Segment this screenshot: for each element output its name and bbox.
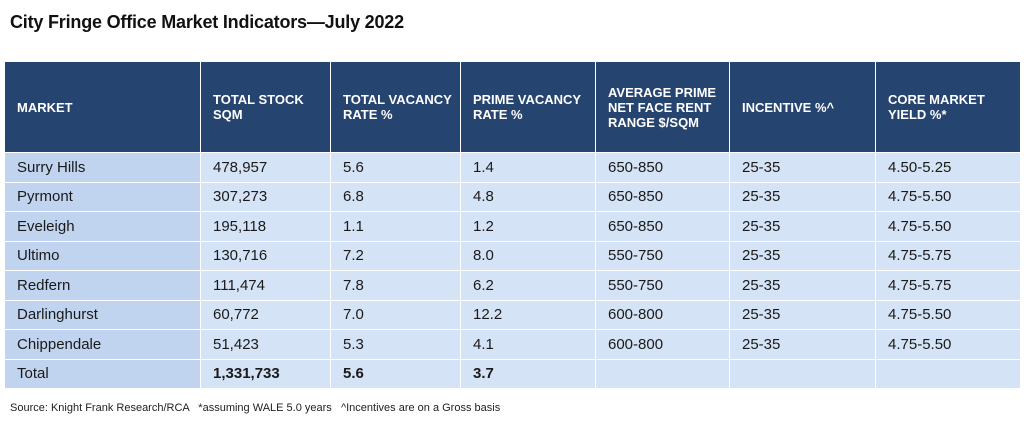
incentive-cell: 25-35 — [729, 240, 876, 271]
total-stock-cell: 307,273 — [200, 181, 331, 212]
market-cell: Surry Hills — [4, 152, 201, 183]
table-row: Surry Hills 478,957 5.6 1.4 650-850 25-3… — [4, 152, 1021, 183]
core-yield-cell: 4.75-5.50 — [875, 181, 1021, 212]
header-total-vacancy: TOTAL VACANCY RATE % — [330, 61, 461, 153]
total-stock-cell: 130,716 — [200, 240, 331, 271]
market-cell: Redfern — [4, 270, 201, 301]
prime-vacancy-cell: 8.0 — [460, 240, 596, 271]
face-rent-cell: 650-850 — [595, 181, 730, 212]
face-rent-cell: 650-850 — [595, 211, 730, 242]
header-market: MARKET — [4, 61, 201, 153]
market-cell: Ultimo — [4, 240, 201, 271]
prime-vacancy-cell: 12.2 — [460, 299, 596, 330]
total-row: Total 1,331,733 5.6 3.7 — [4, 358, 1021, 389]
table-row: Ultimo 130,716 7.2 8.0 550-750 25-35 4.7… — [4, 240, 1021, 271]
prime-vacancy-cell: 4.8 — [460, 181, 596, 212]
prime-vacancy-cell: 1.4 — [460, 152, 596, 183]
face-rent-cell — [595, 358, 730, 389]
table-row: Eveleigh 195,118 1.1 1.2 650-850 25-35 4… — [4, 211, 1021, 242]
face-rent-cell: 550-750 — [595, 240, 730, 271]
market-cell: Eveleigh — [4, 211, 201, 242]
page-title: City Fringe Office Market Indicators—Jul… — [10, 12, 404, 32]
header-core-yield: CORE MARKET YIELD %* — [875, 61, 1021, 153]
core-yield-cell: 4.75-5.75 — [875, 270, 1021, 301]
prime-vacancy-cell: 6.2 — [460, 270, 596, 301]
incentive-cell: 25-35 — [729, 299, 876, 330]
total-stock-cell: 111,474 — [200, 270, 331, 301]
total-vacancy-cell: 1.1 — [330, 211, 461, 242]
incentive-cell: 25-35 — [729, 211, 876, 242]
total-vacancy-cell: 5.6 — [330, 358, 461, 389]
face-rent-cell: 650-850 — [595, 152, 730, 183]
face-rent-cell: 600-800 — [595, 299, 730, 330]
incentive-cell: 25-35 — [729, 181, 876, 212]
incentive-cell — [729, 358, 876, 389]
total-stock-cell: 60,772 — [200, 299, 331, 330]
market-cell: Chippendale — [4, 329, 201, 360]
total-vacancy-cell: 5.6 — [330, 152, 461, 183]
total-stock-cell: 1,331,733 — [200, 358, 331, 389]
prime-vacancy-cell: 3.7 — [460, 358, 596, 389]
total-vacancy-cell: 6.8 — [330, 181, 461, 212]
header-prime-vacancy: PRIME VACANCY RATE % — [460, 61, 596, 153]
face-rent-cell: 550-750 — [595, 270, 730, 301]
header-row: MARKET TOTAL STOCK SQM TOTAL VACANCY RAT… — [4, 61, 1021, 153]
total-vacancy-cell: 7.8 — [330, 270, 461, 301]
core-yield-cell: 4.75-5.50 — [875, 299, 1021, 330]
incentive-cell: 25-35 — [729, 329, 876, 360]
prime-vacancy-cell: 1.2 — [460, 211, 596, 242]
total-stock-cell: 195,118 — [200, 211, 331, 242]
total-vacancy-cell: 7.0 — [330, 299, 461, 330]
core-yield-cell: 4.75-5.75 — [875, 240, 1021, 271]
table-row: Pyrmont 307,273 6.8 4.8 650-850 25-35 4.… — [4, 181, 1021, 212]
core-yield-cell: 4.75-5.50 — [875, 211, 1021, 242]
prime-vacancy-cell: 4.1 — [460, 329, 596, 360]
total-stock-cell: 51,423 — [200, 329, 331, 360]
total-vacancy-cell: 5.3 — [330, 329, 461, 360]
source-footnote: Source: Knight Frank Research/RCA *assum… — [10, 402, 501, 414]
core-yield-cell — [875, 358, 1021, 389]
header-face-rent: AVERAGE PRIME NET FACE RENT RANGE $/SQM — [595, 61, 730, 153]
table-row: Redfern 111,474 7.8 6.2 550-750 25-35 4.… — [4, 270, 1021, 301]
header-total-stock: TOTAL STOCK SQM — [200, 61, 331, 153]
market-cell: Pyrmont — [4, 181, 201, 212]
total-vacancy-cell: 7.2 — [330, 240, 461, 271]
header-incentive: INCENTIVE %^ — [729, 61, 876, 153]
table-row: Darlinghurst 60,772 7.0 12.2 600-800 25-… — [4, 299, 1021, 330]
total-stock-cell: 478,957 — [200, 152, 331, 183]
core-yield-cell: 4.50-5.25 — [875, 152, 1021, 183]
core-yield-cell: 4.75-5.50 — [875, 329, 1021, 360]
incentive-cell: 25-35 — [729, 270, 876, 301]
table-row: Chippendale 51,423 5.3 4.1 600-800 25-35… — [4, 329, 1021, 360]
market-indicators-table: MARKET TOTAL STOCK SQM TOTAL VACANCY RAT… — [4, 61, 1021, 389]
market-cell: Darlinghurst — [4, 299, 201, 330]
incentive-cell: 25-35 — [729, 152, 876, 183]
total-label-cell: Total — [4, 358, 201, 389]
face-rent-cell: 600-800 — [595, 329, 730, 360]
